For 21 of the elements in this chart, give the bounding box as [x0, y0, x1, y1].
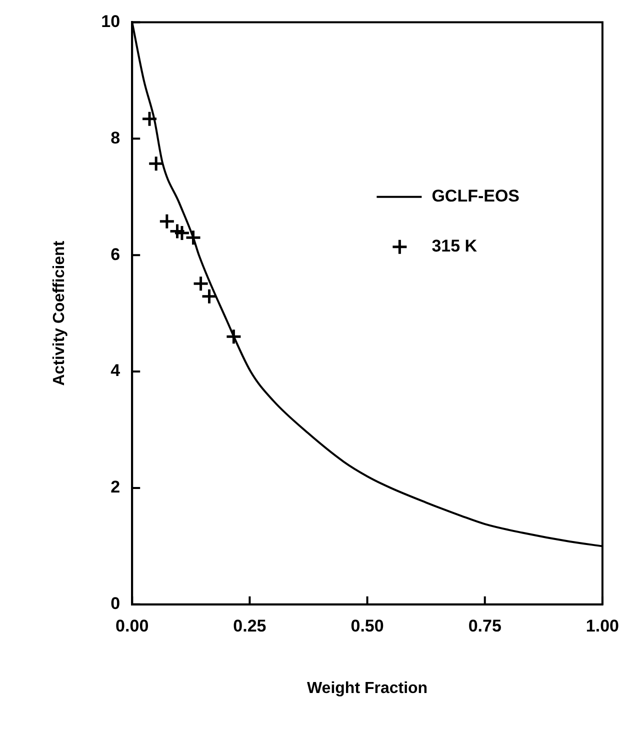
x-tick-label: 1.00	[586, 616, 620, 636]
y-axis-title: Activity Coefficient	[51, 240, 68, 386]
point	[174, 224, 190, 242]
point	[225, 328, 242, 345]
x-tick-label: 0.00	[116, 616, 149, 636]
legend-label: 315 K	[432, 236, 478, 256]
y-tick-label: 6	[110, 244, 120, 264]
point	[185, 229, 202, 246]
y-tick-label: 8	[110, 128, 120, 148]
y-tick-label: 0	[110, 594, 120, 614]
x-tick-label: 0.25	[233, 616, 266, 636]
y-tick-label: 2	[110, 478, 120, 497]
x-tick-label: 0.75	[468, 616, 502, 636]
point	[200, 288, 218, 305]
point	[192, 275, 210, 292]
x-axis-title: Weight Fraction	[306, 680, 428, 697]
legend-label: GCLF-EOS	[432, 186, 520, 206]
y-tick-label: 10	[101, 12, 120, 31]
point	[141, 110, 158, 128]
x-tick-label: 0.50	[350, 616, 384, 636]
y-tick-label: 4	[110, 361, 121, 380]
